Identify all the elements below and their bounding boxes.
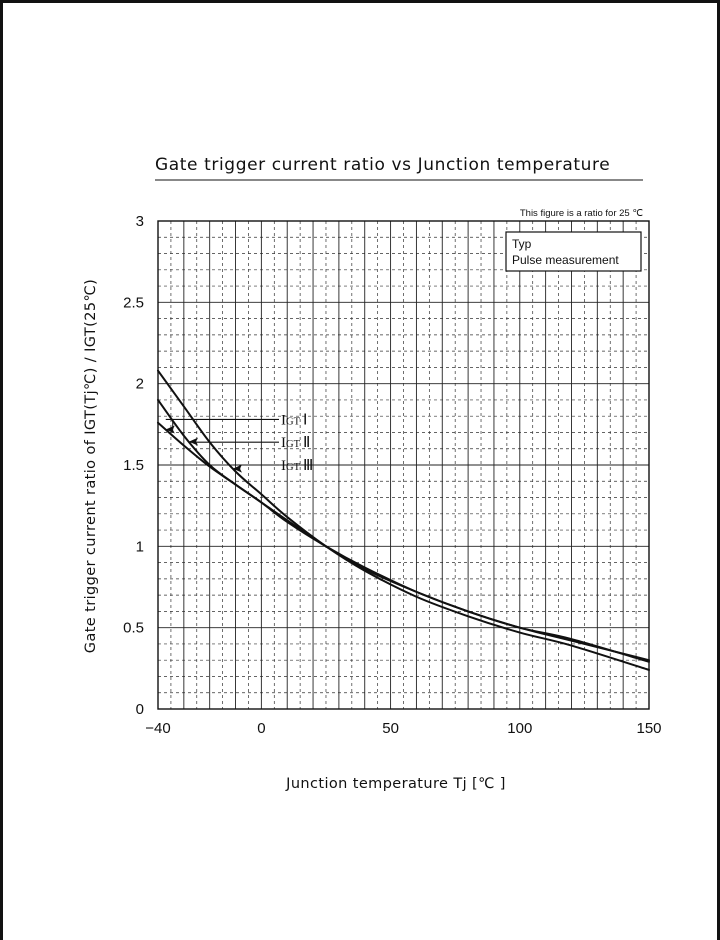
series-callouts: IGT Ⅰ IGT Ⅱ IGT Ⅲ: [165, 412, 313, 474]
x-tick-labels: −40 0 50 100 150: [145, 720, 661, 737]
series-label-igt-3: IGT Ⅲ: [281, 458, 313, 474]
y-tick-label: 0: [136, 701, 144, 718]
gate-trigger-current-chart: Gate trigger current ratio vs Junction t…: [83, 155, 662, 792]
y-tick-label: 1: [136, 538, 144, 555]
legend-typ: Typ: [512, 237, 532, 251]
ratio-note: This figure is a ratio for 25 ℃: [520, 208, 643, 219]
y-axis-title: Gate trigger current ratio of IGT(Tj℃) /…: [83, 279, 99, 653]
y-tick-label: 2.5: [123, 294, 144, 311]
x-tick-label: −40: [145, 720, 170, 737]
x-tick-label: 150: [636, 720, 661, 737]
x-tick-label: 50: [382, 720, 399, 737]
series-label-igt-2: IGT Ⅱ: [281, 435, 310, 451]
y-tick-label: 1.5: [123, 457, 144, 474]
x-tick-label: 100: [507, 720, 532, 737]
arrowhead-igt-2: [189, 437, 199, 446]
chart-title: Gate trigger current ratio vs Junction t…: [155, 155, 610, 175]
plot-area-frame: [157, 220, 650, 710]
series-label-igt-1: IGT Ⅰ: [281, 412, 307, 428]
x-axis-title: Junction temperature Tj [℃ ]: [285, 776, 506, 792]
x-tick-label: 0: [257, 720, 265, 737]
legend-box: [505, 231, 642, 272]
y-tick-label: 0.5: [123, 620, 144, 637]
legend-pulse-measurement: Pulse measurement: [512, 253, 619, 267]
y-tick-label: 2: [136, 376, 144, 393]
y-tick-label: 3: [136, 213, 144, 230]
y-tick-labels: 0 0.5 1 1.5 2 2.5 3: [123, 213, 144, 718]
